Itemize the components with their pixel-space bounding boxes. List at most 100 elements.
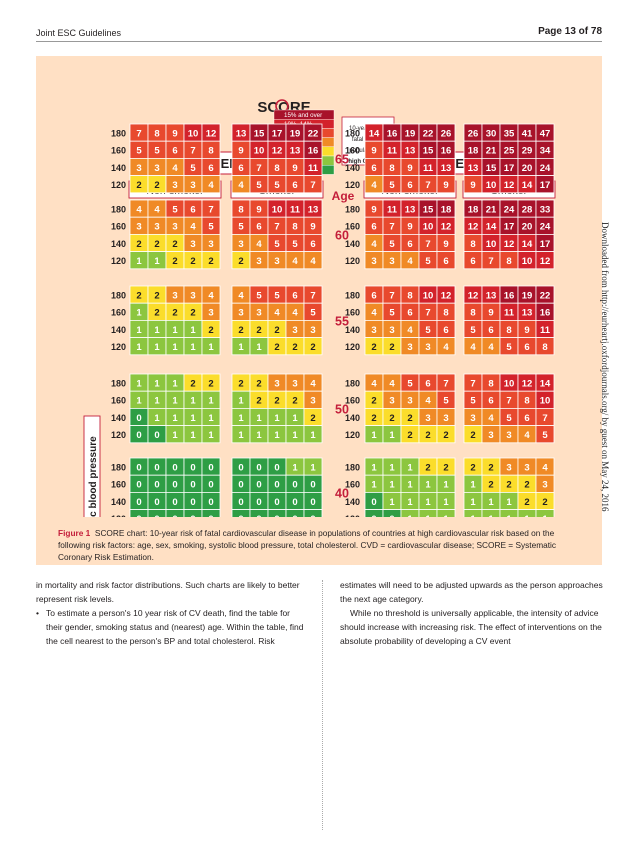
- risk-value: 13: [308, 204, 319, 215]
- risk-value: 13: [522, 308, 533, 319]
- risk-value: 12: [441, 222, 452, 233]
- risk-value: 7: [274, 222, 279, 233]
- risk-value: 9: [292, 163, 297, 174]
- sbp-tick: 140: [111, 163, 126, 173]
- sbp-tick: 160: [111, 222, 126, 232]
- risk-value: 3: [274, 378, 279, 389]
- sbp-tick: 160: [111, 146, 126, 156]
- risk-value: 1: [172, 430, 178, 441]
- risk-value: 17: [540, 180, 551, 191]
- risk-value: 10: [486, 239, 497, 250]
- risk-value: 26: [441, 128, 452, 139]
- risk-value: 13: [486, 290, 497, 301]
- risk-cell: [535, 509, 555, 517]
- risk-value: 13: [290, 146, 301, 157]
- risk-value: 1: [443, 480, 449, 491]
- risk-value: 2: [238, 325, 243, 336]
- risk-cell: [436, 337, 456, 356]
- risk-value: 0: [136, 514, 141, 517]
- risk-value: 1: [310, 462, 316, 473]
- risk-value: 11: [504, 308, 515, 319]
- risk-value: 1: [256, 342, 262, 353]
- risk-value: 28: [522, 204, 533, 215]
- risk-value: 1: [524, 514, 530, 517]
- risk-value: 2: [208, 325, 213, 336]
- risk-value: 15: [254, 128, 265, 139]
- age-title: Age: [332, 189, 355, 203]
- sbp-tick: 160: [345, 146, 360, 156]
- risk-value: 4: [542, 462, 548, 473]
- risk-value: 2: [310, 342, 315, 353]
- sbp-tick: 140: [345, 325, 360, 335]
- risk-value: 10: [188, 128, 199, 139]
- risk-value: 5: [274, 290, 280, 301]
- risk-value: 24: [540, 163, 551, 174]
- download-note: Downloaded from http://eurheartj.oxfordj…: [600, 222, 610, 512]
- risk-value: 17: [540, 239, 551, 250]
- risk-value: 1: [470, 480, 476, 491]
- risk-value: 1: [136, 325, 142, 336]
- risk-value: 4: [208, 290, 214, 301]
- risk-value: 5: [274, 180, 280, 191]
- risk-value: 0: [208, 480, 213, 491]
- sbp-tick: 140: [345, 497, 360, 507]
- risk-value: 1: [136, 256, 142, 267]
- sbp-tick: 180: [345, 290, 360, 300]
- risk-value: 10: [254, 146, 265, 157]
- risk-value: 13: [441, 163, 452, 174]
- risk-value: 2: [136, 290, 141, 301]
- risk-value: 0: [238, 497, 243, 508]
- risk-value: 1: [172, 342, 178, 353]
- risk-value: 14: [540, 378, 551, 389]
- risk-value: 1: [443, 514, 449, 517]
- risk-value: 2: [470, 462, 475, 473]
- sbp-tick: 180: [345, 378, 360, 388]
- sbp-tick: 160: [111, 396, 126, 406]
- risk-value: 0: [136, 413, 141, 424]
- risk-value: 1: [154, 342, 160, 353]
- risk-value: 1: [389, 430, 395, 441]
- risk-value: 1: [542, 514, 548, 517]
- sbp-tick: 180: [111, 204, 126, 214]
- sbp-tick: 180: [111, 290, 126, 300]
- risk-value: 18: [468, 146, 479, 157]
- risk-value: 5: [506, 342, 512, 353]
- risk-value: 2: [506, 480, 511, 491]
- risk-value: 4: [443, 342, 449, 353]
- age-label: 65: [335, 152, 349, 166]
- risk-value: 11: [290, 204, 301, 215]
- risk-value: 6: [488, 396, 493, 407]
- risk-value: 1: [470, 514, 476, 517]
- risk-value: 1: [172, 378, 178, 389]
- risk-value: 3: [190, 239, 195, 250]
- risk-cell: [382, 509, 402, 517]
- sbp-tick: 120: [345, 180, 360, 190]
- risk-value: 7: [506, 396, 511, 407]
- sbp-tick: 120: [111, 180, 126, 190]
- risk-value: 19: [522, 290, 533, 301]
- risk-value: 1: [407, 514, 413, 517]
- risk-value: 3: [310, 325, 315, 336]
- risk-value: 0: [154, 497, 159, 508]
- risk-value: 0: [310, 497, 315, 508]
- risk-value: 4: [371, 378, 377, 389]
- risk-value: 47: [540, 128, 551, 139]
- risk-value: 10: [486, 180, 497, 191]
- risk-value: 20: [522, 222, 533, 233]
- risk-value: 3: [136, 163, 141, 174]
- risk-value: 2: [238, 256, 243, 267]
- sbp-tick: 120: [345, 430, 360, 440]
- risk-value: 12: [272, 146, 283, 157]
- risk-value: 0: [136, 462, 141, 473]
- risk-value: 5: [407, 378, 413, 389]
- risk-value: 2: [154, 290, 159, 301]
- risk-value: 1: [190, 342, 196, 353]
- risk-value: 0: [190, 514, 195, 517]
- risk-value: 0: [256, 462, 261, 473]
- risk-value: 6: [443, 325, 448, 336]
- risk-value: 6: [470, 256, 475, 267]
- risk-value: 0: [389, 514, 394, 517]
- risk-value: 5: [292, 239, 298, 250]
- risk-cell: [201, 175, 221, 194]
- risk-value: 2: [470, 430, 475, 441]
